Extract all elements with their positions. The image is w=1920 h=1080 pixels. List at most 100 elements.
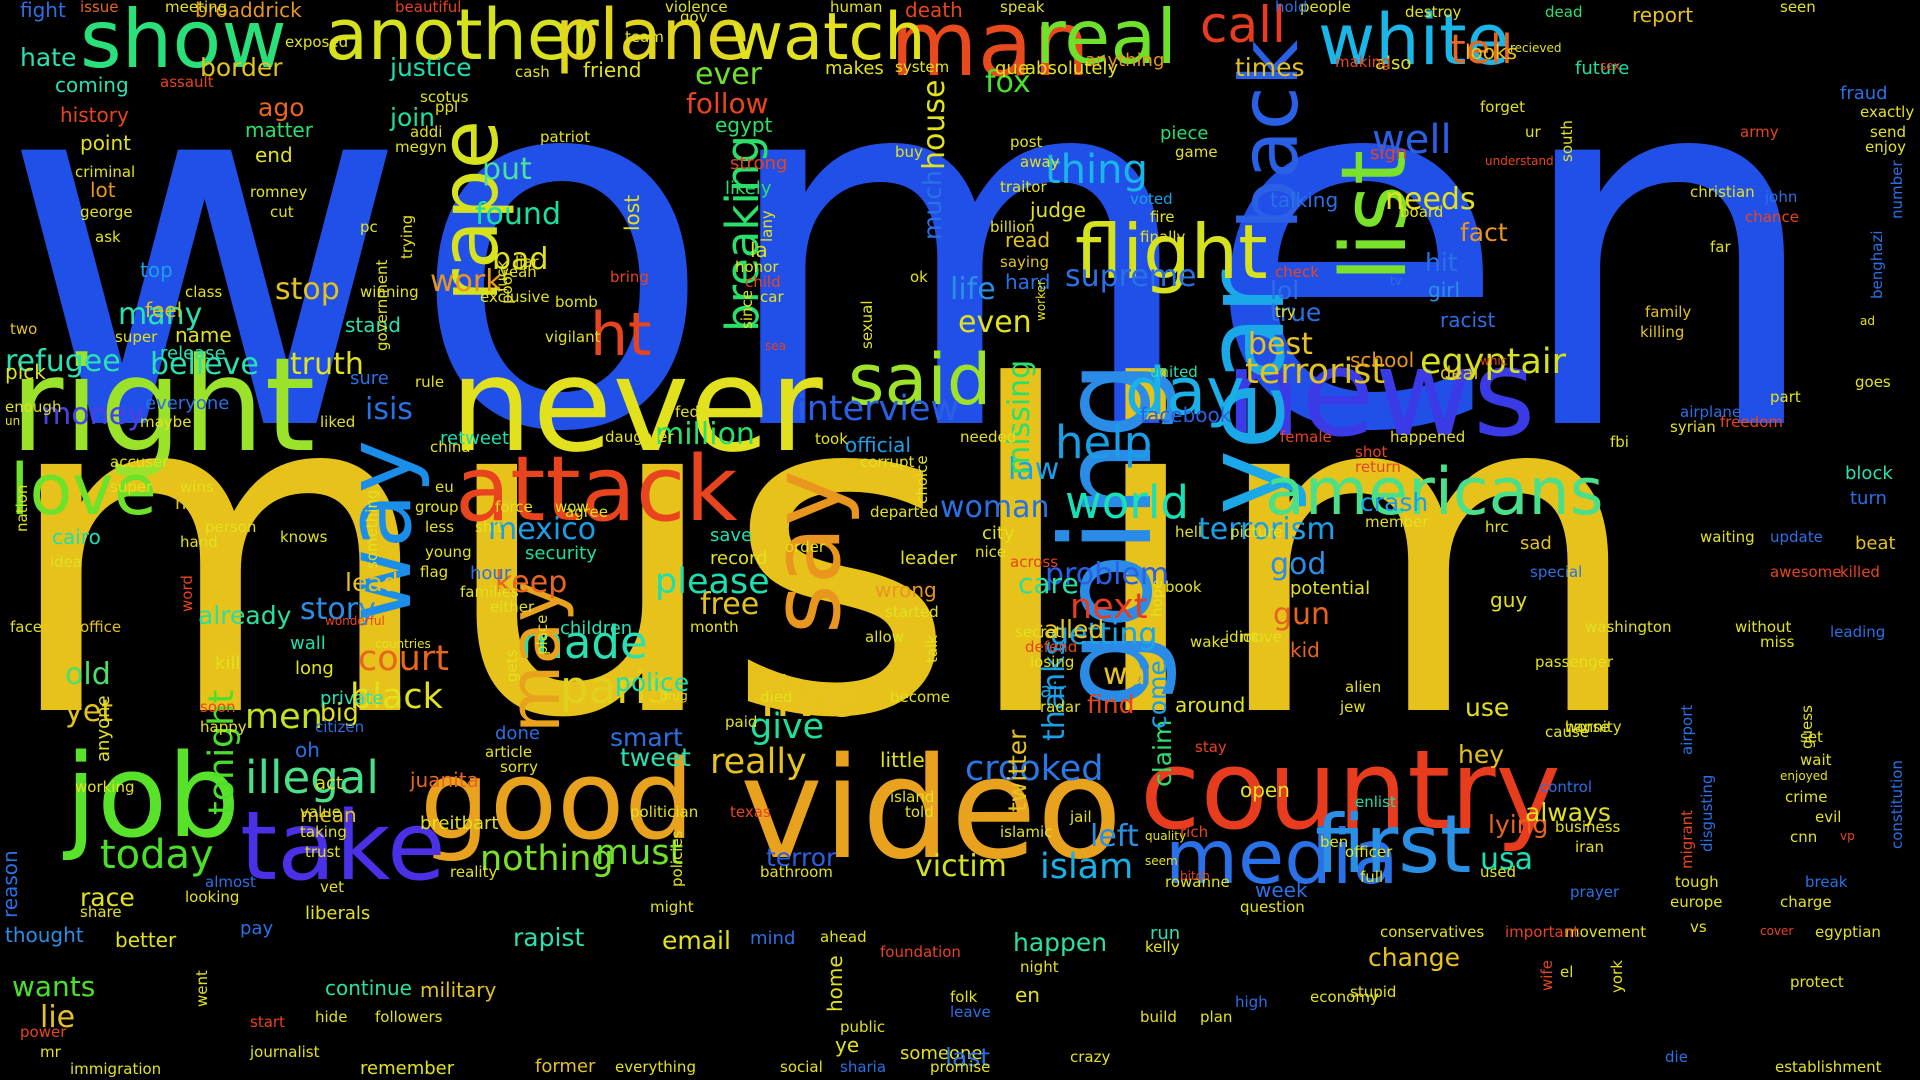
word-york: york [1608, 960, 1626, 993]
word-continue: continue [325, 976, 412, 1000]
word-record: record [710, 548, 768, 569]
word-lol: lol [1270, 276, 1300, 305]
word-twitter: twitter [1003, 729, 1032, 812]
word-wants: wants [12, 970, 96, 1003]
word-name: name [175, 323, 232, 347]
word-crazy: crazy [1070, 1048, 1111, 1066]
word-less: less [425, 518, 455, 536]
word-come: come [1143, 660, 1172, 729]
word-assault: assault [160, 73, 214, 91]
word-order: order [785, 538, 825, 556]
word-class: class [185, 283, 223, 301]
word-important: important [1505, 923, 1580, 941]
word-followers: followers [375, 1008, 443, 1026]
word-border: border [200, 53, 283, 82]
word-force: force [495, 498, 533, 516]
word-took: took [815, 430, 848, 448]
word-today: today [100, 832, 214, 878]
word-set: set [1800, 728, 1823, 746]
word-ad: ad [1860, 314, 1875, 328]
word-awesome: awesome [1770, 563, 1842, 581]
word-another: another [325, 0, 599, 76]
word-flag: flag [420, 563, 449, 581]
word-security: security [525, 543, 597, 564]
word-matter: matter [245, 118, 313, 142]
word-lie: lie [40, 1000, 76, 1035]
word-en: en [1015, 983, 1040, 1007]
word-losing: losing [1030, 653, 1075, 671]
word-terrorist: terrorist [1245, 352, 1386, 392]
word-sad: sad [1520, 533, 1552, 554]
word-plan: plan [1200, 1008, 1233, 1026]
word-wrong: wrong [875, 578, 937, 602]
word-bitch: bitch [1180, 869, 1210, 883]
word-care: care [1018, 567, 1079, 600]
word-meeting: meeting [165, 0, 228, 16]
word-game: game [1175, 143, 1218, 161]
word-little: little [880, 748, 925, 772]
word-forget: forget [1480, 98, 1525, 116]
word-hand: hand [180, 533, 218, 551]
word-john: john [1765, 188, 1798, 206]
word-hold: hold [1275, 0, 1308, 16]
word-also: also [1375, 53, 1412, 74]
word-lany: lany [758, 210, 776, 242]
word-good: good [420, 736, 695, 864]
word-tweet: tweet [620, 743, 691, 772]
word-hate: hate [20, 43, 77, 72]
word-supreme: supreme [1065, 259, 1197, 294]
word-big: big [320, 698, 359, 727]
word-wow: wow [555, 498, 589, 516]
word-change: change [1368, 943, 1461, 972]
word-war: war [1103, 657, 1159, 692]
word-exactly: exactly [1860, 103, 1915, 121]
word-end: end [255, 143, 293, 167]
word-wait: wait [1800, 751, 1832, 769]
word-something: something [363, 489, 381, 569]
word-issue: issue [80, 0, 119, 16]
word-hide: hide [315, 1008, 348, 1026]
word-hell: hell [1175, 523, 1203, 541]
word-conservatives: conservatives [1380, 923, 1485, 941]
word-give: give [750, 707, 825, 747]
word-officer: officer [1345, 843, 1393, 861]
word-retweet: retweet [440, 428, 510, 449]
word-month: month [690, 618, 739, 636]
word-tell: tell [1450, 27, 1513, 73]
word-history: history [60, 103, 129, 127]
word-crooked: crooked [965, 749, 1104, 789]
word-die: die [1665, 1048, 1688, 1066]
word-radar: radar [1040, 698, 1081, 716]
word-corrupt: corrupt [860, 453, 915, 471]
word-face: face [10, 618, 42, 636]
word-police: police [615, 668, 690, 697]
word-check: check [1275, 263, 1319, 281]
word-really: really [710, 742, 807, 782]
word-daughter: daughter [605, 428, 674, 446]
word-ben: ben [1320, 833, 1349, 851]
word-find: find [1087, 690, 1135, 719]
word-chance: chance [1745, 208, 1799, 226]
word-share: share [80, 903, 122, 921]
word-citizen: citizen [315, 718, 365, 736]
word-god: god [1270, 547, 1327, 582]
word-already: already [198, 601, 292, 630]
word-seen: seen [1780, 0, 1816, 16]
word-right: right [10, 329, 316, 481]
word-liked: liked [320, 413, 356, 431]
word-trying: trying [398, 214, 416, 259]
word-george: george [80, 203, 133, 221]
word-islamic: islamic [1000, 823, 1053, 841]
word-friend: friend [583, 58, 642, 82]
word-exclusive: exclusive [480, 288, 550, 306]
word-army: army [1740, 123, 1779, 141]
word-become: become [890, 688, 951, 706]
word-ever: ever [695, 57, 763, 92]
word-pay: pay [240, 918, 274, 939]
word-place: place [533, 614, 551, 655]
word-jail: jail [1070, 808, 1092, 826]
word-eu: eu [435, 478, 454, 496]
word-office: office [80, 618, 122, 636]
word-mind: mind [750, 928, 796, 949]
word-week: week [1255, 878, 1308, 902]
